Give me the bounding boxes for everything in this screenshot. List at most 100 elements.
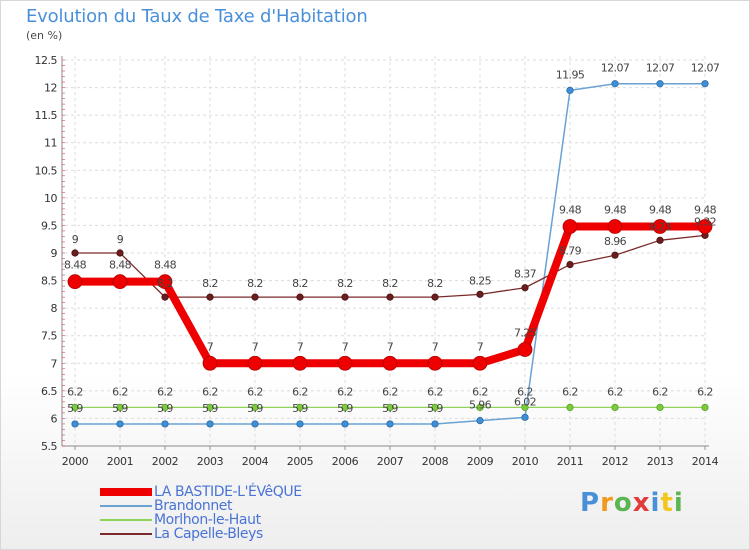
data-point xyxy=(562,219,578,234)
chart-title: Evolution du Taux de Taxe d'Habitation xyxy=(26,6,368,27)
series-morlhon xyxy=(71,403,709,411)
x-tick-label: 2001 xyxy=(107,455,133,468)
data-label: 9.32 xyxy=(694,215,716,228)
data-label: 6.2 xyxy=(652,385,668,398)
data-point xyxy=(521,284,529,292)
data-label: 6.2 xyxy=(202,385,218,398)
data-point xyxy=(701,80,709,88)
data-label: 8.2 xyxy=(202,277,218,290)
data-label: 9.48 xyxy=(694,204,717,217)
data-point xyxy=(337,355,353,371)
data-label: 12.07 xyxy=(691,62,720,75)
data-label: 6.2 xyxy=(112,385,128,398)
data-label: 6.2 xyxy=(292,385,308,398)
data-label: 5.9 xyxy=(427,402,443,415)
data-point xyxy=(296,420,304,428)
y-tick-label: 8.5 xyxy=(41,275,57,288)
x-axis-ticks: 2000 2001 2002 2003 2004 2005 2006 2007 2008 2009… xyxy=(62,455,719,468)
data-point xyxy=(656,403,664,411)
data-label: 12.07 xyxy=(646,62,675,75)
data-label: 8.96 xyxy=(604,235,627,248)
y-tick-label: 6.5 xyxy=(41,385,57,398)
data-label: 7 xyxy=(477,340,484,353)
x-tick-label: 2005 xyxy=(287,455,314,468)
data-point xyxy=(386,420,394,428)
data-label: 8.2 xyxy=(337,277,353,290)
logo-letter: P xyxy=(580,488,601,518)
data-label: 6.2 xyxy=(427,385,443,398)
logo-letter: x xyxy=(632,488,651,518)
y-tick-label: 7.5 xyxy=(41,330,57,343)
data-point xyxy=(341,420,349,428)
data-label: 8.2 xyxy=(382,277,398,290)
x-tick-label: 2009 xyxy=(467,455,494,468)
data-point xyxy=(476,403,484,411)
data-label: 6.2 xyxy=(157,385,173,398)
data-label: 12.07 xyxy=(601,62,630,75)
data-point xyxy=(521,403,529,411)
data-label: 5.9 xyxy=(292,402,308,415)
data-label: 6.2 xyxy=(562,385,578,398)
data-point xyxy=(251,293,259,301)
data-label: 5.9 xyxy=(67,402,83,415)
data-point xyxy=(382,355,398,371)
y-tick-label: 12.5 xyxy=(35,54,58,67)
data-point xyxy=(112,274,128,290)
logo-letter: i xyxy=(673,488,684,518)
data-label: 8.2 xyxy=(157,277,173,290)
legend-swatch-brandonnet xyxy=(100,505,152,507)
data-point xyxy=(566,260,574,269)
data-point xyxy=(472,355,488,371)
data-label: 9.23 xyxy=(649,220,672,233)
legend-label: Morlhon-le-Haut xyxy=(154,512,261,528)
data-point xyxy=(341,293,349,301)
data-point xyxy=(202,355,218,371)
data-point xyxy=(386,293,394,301)
data-label: 6.2 xyxy=(517,385,533,398)
data-label: 6.2 xyxy=(472,385,488,398)
data-label: 5.9 xyxy=(157,402,173,415)
data-label: 8.2 xyxy=(292,277,308,290)
data-label: 9.48 xyxy=(649,204,672,217)
data-point xyxy=(296,293,304,301)
legend-swatch-bastide xyxy=(100,488,152,496)
data-point xyxy=(161,403,169,411)
x-tick-label: 2007 xyxy=(377,455,404,468)
y-tick-label: 8 xyxy=(51,302,58,315)
data-label: 7 xyxy=(252,340,259,353)
data-point xyxy=(386,403,394,411)
y-tick-label: 9 xyxy=(51,247,58,260)
data-point xyxy=(206,403,214,411)
legend-label: LA BASTIDE-L'ÉVêQUE xyxy=(154,484,302,500)
data-point xyxy=(431,293,439,301)
legend-swatch-morlhon xyxy=(100,519,152,521)
x-tick-label: 2000 xyxy=(62,455,89,468)
data-label: 6.02 xyxy=(514,395,536,408)
data-label: 7.25 xyxy=(514,327,537,340)
data-point xyxy=(697,219,713,234)
legend-label: Brandonnet xyxy=(154,498,233,514)
x-tick-label: 2002 xyxy=(152,455,178,468)
y-tick-label: 9.5 xyxy=(41,219,57,232)
data-label: 5.9 xyxy=(247,402,263,415)
data-point xyxy=(157,274,173,290)
data-label: 8.48 xyxy=(64,259,87,272)
data-label: 9.48 xyxy=(559,204,582,217)
x-tick-label: 2006 xyxy=(332,455,359,468)
data-label: 6.2 xyxy=(697,385,713,398)
data-label: 6.2 xyxy=(607,385,623,398)
x-tick-label: 2010 xyxy=(512,455,539,468)
x-tick-label: 2011 xyxy=(557,455,583,468)
data-label: 8.2 xyxy=(247,277,263,290)
series-capelle xyxy=(71,231,709,301)
data-label: 8.79 xyxy=(559,245,582,258)
data-label: 5.96 xyxy=(469,399,492,412)
data-point xyxy=(292,355,308,371)
data-point xyxy=(611,403,619,411)
data-label: 11.95 xyxy=(556,68,585,81)
x-tick-label: 2014 xyxy=(692,455,719,468)
data-label: 5.9 xyxy=(112,402,128,415)
data-point xyxy=(161,420,169,428)
series-brandonnet xyxy=(71,80,709,428)
data-label: 6.2 xyxy=(247,385,263,398)
